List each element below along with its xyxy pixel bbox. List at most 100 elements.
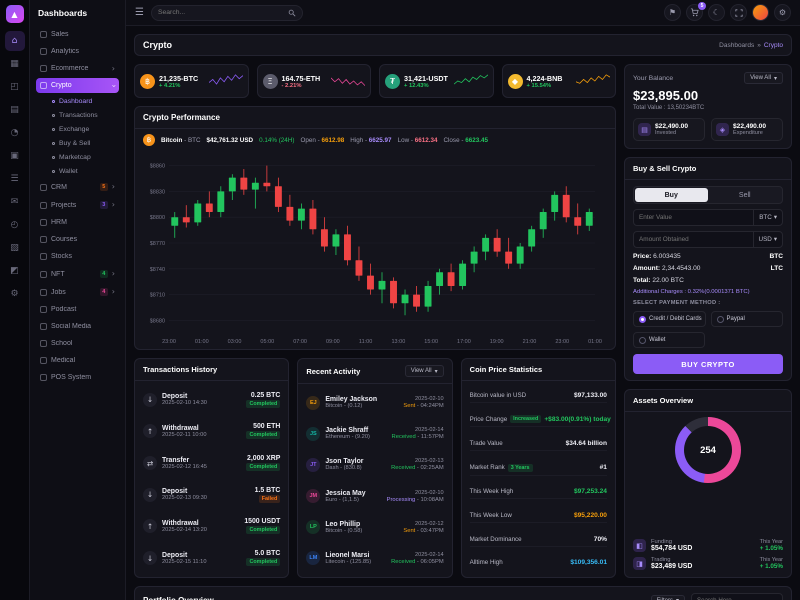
gear-icon[interactable]: ⚙ xyxy=(774,4,791,21)
avatar[interactable] xyxy=(752,4,769,21)
payment-option-card[interactable]: Credit / Debit Cards xyxy=(633,311,706,327)
svg-text:19:00: 19:00 xyxy=(490,339,504,345)
svg-text:$8710: $8710 xyxy=(150,293,165,299)
sidebar-item-jobs[interactable]: Jobs 4 › xyxy=(36,284,119,300)
fullscreen-icon[interactable] xyxy=(730,4,747,21)
rail-grid-icon[interactable]: ◩ xyxy=(10,266,19,276)
amount-row: Amount: 2,34.4543.00 LTC xyxy=(633,265,783,272)
sidebar-item-podcast[interactable]: Podcast xyxy=(36,302,119,317)
transaction-row: ↓ Deposit 2025-02-13 09:30 1.5 BTC Failed xyxy=(143,487,281,503)
dark-mode-icon[interactable]: ☾ xyxy=(708,4,725,21)
rail-charts-icon[interactable]: ◔ xyxy=(10,128,19,138)
activity-view-all-button[interactable]: View All ▾ xyxy=(404,365,444,377)
rail-components-icon[interactable]: ◰ xyxy=(10,82,19,92)
sidebar-item-analytics[interactable]: Analytics xyxy=(36,44,119,59)
sidebar-item-courses[interactable]: Courses xyxy=(36,232,119,247)
bnb-value: 4,224-BNB xyxy=(526,73,563,83)
avatar: LM xyxy=(306,551,321,566)
sidebar-subitem-dashboard[interactable]: Dashboard xyxy=(36,95,119,108)
svg-text:15:00: 15:00 xyxy=(424,339,438,345)
currency-select-btc[interactable]: BTC ▾ xyxy=(753,210,782,225)
analytics-icon xyxy=(40,48,47,55)
sidebar-subitem-buy-sell[interactable]: Buy & Sell xyxy=(36,137,119,150)
sidebar-item-pos-system[interactable]: POS System xyxy=(36,370,119,385)
search-input[interactable] xyxy=(157,9,288,16)
sidebar-subitem-wallet[interactable]: Wallet xyxy=(36,165,119,178)
sidebar-item-sales[interactable]: Sales xyxy=(36,27,119,42)
sidebar-item-hrm[interactable]: HRM xyxy=(36,215,119,230)
deposit-icon: ↓ xyxy=(143,487,157,502)
rail-pages-icon[interactable]: ▤ xyxy=(10,105,19,115)
search-bar[interactable] xyxy=(150,4,303,21)
usdt-card[interactable]: ₮ 31,421-USDT + 12.43% xyxy=(379,64,494,98)
activity-title: Recent Activity xyxy=(306,366,361,376)
stat-row: Market Dominance 70% xyxy=(469,533,607,547)
stat-row: Trade Value $34.64 billion xyxy=(469,437,607,452)
portfolio-search[interactable] xyxy=(691,593,783,600)
eth-sparkline xyxy=(331,77,365,86)
cart-glyph-icon xyxy=(690,8,699,17)
balance-view-all-button[interactable]: View All ▾ xyxy=(744,72,783,84)
balance-amount: $23,895.00 xyxy=(633,88,699,103)
bnb-card[interactable]: ◆ 4,224-BNB + 15.54% xyxy=(501,64,616,98)
currency-select-usd[interactable]: USD ▾ xyxy=(752,232,782,247)
activity-row: EJ Emiley Jackson Bitcoin - (0.12) 2025-02-… xyxy=(306,395,444,410)
transfer-icon: ⇄ xyxy=(143,456,157,471)
svg-text:07:00: 07:00 xyxy=(293,339,307,345)
topbar: ☰ ⚑ 5 ☾ ⚙ xyxy=(126,0,800,26)
eth-change: - 2.21% xyxy=(281,82,302,89)
sidebar-item-crm[interactable]: CRM 5 › xyxy=(36,179,119,195)
svg-text:01:00: 01:00 xyxy=(195,339,209,345)
buy-sell-title: Buy & Sell Crypto xyxy=(633,164,697,173)
rail-settings-icon[interactable]: ⚙ xyxy=(10,289,19,299)
caret-down-icon: ▾ xyxy=(773,214,777,221)
btc-card[interactable]: ฿ 21,235-BTC + 4.21% xyxy=(134,64,249,98)
tab-sell[interactable]: Sell xyxy=(738,191,751,199)
eth-card[interactable]: Ξ 164.75-ETH - 2.21% xyxy=(256,64,371,98)
brand-logo-icon[interactable]: ▲ xyxy=(5,5,24,23)
sidebar-item-crypto[interactable]: Crypto › xyxy=(36,78,119,93)
sidebar-item-social-media[interactable]: Social Media xyxy=(36,319,119,334)
payment-option-paypal[interactable]: Paypal xyxy=(710,311,783,327)
bnb-change: + 15.54% xyxy=(526,82,552,89)
sidebar-item-ecommerce[interactable]: Ecommerce › xyxy=(36,61,119,76)
chevron-right-icon: › xyxy=(111,287,115,296)
breadcrumb-separator: » xyxy=(757,41,761,49)
hamburger-icon[interactable]: ☰ xyxy=(135,7,144,18)
sidebar-item-school[interactable]: School xyxy=(36,336,119,351)
language-flag-icon[interactable]: ⚑ xyxy=(664,4,681,21)
enter-value-input[interactable] xyxy=(634,214,754,221)
sidebar-subitem-exchange[interactable]: Exchange xyxy=(36,123,119,136)
portfolio-search-input[interactable] xyxy=(697,597,777,600)
crypto-cards-row: ฿ 21,235-BTC + 4.21% Ξ 164.75-ETH - 2.21% … xyxy=(134,64,616,98)
rail-dashboard-icon[interactable]: ⌂ xyxy=(4,31,25,51)
sidebar-item-medical[interactable]: Medical xyxy=(36,353,119,368)
breadcrumb-root[interactable]: Dashboards xyxy=(719,41,755,49)
payment-option-wallet[interactable]: Wallet xyxy=(633,332,705,348)
rail-widgets-icon[interactable]: ▣ xyxy=(10,151,19,161)
bullet-icon xyxy=(52,156,55,159)
buy-crypto-button[interactable]: BUY CRYPTO xyxy=(633,354,783,374)
rail-clock-icon[interactable]: ◴ xyxy=(10,220,19,230)
filters-button[interactable]: Filters▾ xyxy=(650,594,685,600)
rail-menu-icon[interactable]: ☰ xyxy=(10,174,19,184)
sidebar-subitem-transactions[interactable]: Transactions xyxy=(36,109,119,122)
amount-obtained-input[interactable] xyxy=(634,236,753,243)
trading-icon: ◨ xyxy=(633,557,646,570)
dashboard-grid: ฿ 21,235-BTC + 4.21% Ξ 164.75-ETH - 2.21% … xyxy=(134,64,792,578)
cart-icon[interactable]: 5 xyxy=(686,2,706,21)
sidebar-item-nft[interactable]: NFT 4 › xyxy=(36,266,119,282)
sidebar-item-stocks[interactable]: Stocks xyxy=(36,249,119,264)
avatar: JM xyxy=(306,489,321,504)
withdrawal-icon: ↑ xyxy=(143,519,157,534)
sidebar-subitem-marketcap[interactable]: Marketcap xyxy=(36,151,119,164)
rail-mail-icon[interactable]: ✉ xyxy=(10,197,19,207)
rail-layers-icon[interactable]: ▧ xyxy=(10,243,19,253)
sidebar-item-projects[interactable]: Projects 3 › xyxy=(36,197,119,213)
years-badge: 3 Years xyxy=(507,463,533,472)
tab-buy[interactable]: Buy xyxy=(635,188,708,202)
sidebar: Dashboards Sales Analytics Ecommerce › Cr… xyxy=(30,0,126,600)
usdt-icon: ₮ xyxy=(385,73,400,89)
rail-apps-icon[interactable]: ▦ xyxy=(10,59,19,69)
projects-icon xyxy=(40,201,47,209)
